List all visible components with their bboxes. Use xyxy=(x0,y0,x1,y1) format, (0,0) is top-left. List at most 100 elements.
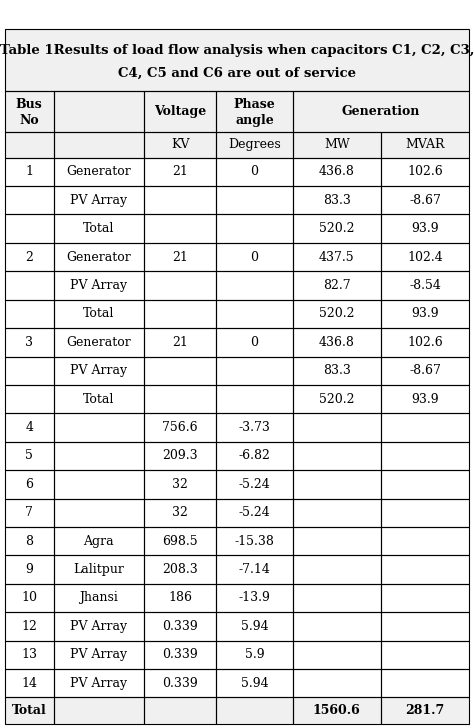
Bar xyxy=(381,215,469,243)
Bar xyxy=(293,357,381,385)
Bar xyxy=(381,669,469,697)
Bar xyxy=(381,527,469,555)
Bar xyxy=(5,499,54,527)
Bar xyxy=(381,328,469,357)
Bar xyxy=(293,499,381,527)
Text: 32: 32 xyxy=(172,478,188,491)
Bar xyxy=(144,527,216,555)
Text: 9: 9 xyxy=(25,563,33,576)
Bar xyxy=(293,328,381,357)
Bar xyxy=(5,555,54,584)
Text: 8: 8 xyxy=(25,534,33,547)
Bar xyxy=(216,215,293,243)
Bar xyxy=(54,612,144,641)
Text: Total: Total xyxy=(83,307,115,320)
Bar xyxy=(144,414,216,442)
Bar xyxy=(144,612,216,641)
Text: Table 1Results of load flow analysis when capacitors C1, C2, C3,: Table 1Results of load flow analysis whe… xyxy=(0,44,474,58)
Bar xyxy=(54,442,144,470)
Bar xyxy=(5,300,54,328)
Text: Generator: Generator xyxy=(66,165,131,178)
Bar xyxy=(381,357,469,385)
Bar xyxy=(216,132,293,158)
Bar xyxy=(54,470,144,499)
Bar xyxy=(5,669,54,697)
Bar xyxy=(144,300,216,328)
Text: -8.54: -8.54 xyxy=(409,279,441,292)
Text: 5: 5 xyxy=(25,449,33,462)
Bar xyxy=(5,272,54,300)
Bar xyxy=(54,186,144,215)
Text: Voltage: Voltage xyxy=(154,105,206,118)
Bar xyxy=(293,272,381,300)
Bar xyxy=(216,470,293,499)
Bar xyxy=(5,697,54,724)
Bar xyxy=(381,641,469,669)
Bar xyxy=(381,385,469,414)
Bar xyxy=(293,300,381,328)
Bar xyxy=(54,132,144,158)
Bar xyxy=(216,555,293,584)
Bar xyxy=(144,215,216,243)
Text: 0.339: 0.339 xyxy=(162,676,198,689)
Text: Degrees: Degrees xyxy=(228,138,281,151)
Bar xyxy=(381,584,469,612)
Text: 7: 7 xyxy=(25,506,33,519)
Text: -7.14: -7.14 xyxy=(238,563,270,576)
Text: -6.82: -6.82 xyxy=(238,449,270,462)
Text: 5.94: 5.94 xyxy=(241,676,268,689)
Text: 436.8: 436.8 xyxy=(319,165,355,178)
Bar xyxy=(216,470,293,499)
Bar xyxy=(144,697,216,724)
Text: 83.3: 83.3 xyxy=(323,194,351,207)
Bar xyxy=(381,132,469,158)
Bar xyxy=(381,612,469,641)
Bar xyxy=(216,357,293,385)
Bar xyxy=(5,328,54,357)
Bar xyxy=(54,186,144,215)
Bar xyxy=(144,132,216,158)
Bar xyxy=(144,357,216,385)
Bar xyxy=(5,527,54,555)
Bar xyxy=(381,555,469,584)
Text: 102.6: 102.6 xyxy=(407,165,443,178)
Bar xyxy=(54,669,144,697)
Bar xyxy=(293,385,381,414)
Text: 21: 21 xyxy=(172,250,188,264)
Bar xyxy=(216,414,293,442)
Bar xyxy=(54,91,144,132)
Bar xyxy=(293,186,381,215)
Bar xyxy=(144,328,216,357)
Bar xyxy=(293,584,381,612)
Bar xyxy=(381,414,469,442)
Bar xyxy=(216,357,293,385)
Bar xyxy=(54,612,144,641)
Bar xyxy=(5,612,54,641)
Bar xyxy=(216,527,293,555)
Text: Phase: Phase xyxy=(234,98,275,111)
Bar xyxy=(144,91,216,132)
Bar xyxy=(54,555,144,584)
Bar xyxy=(54,641,144,669)
Text: 2: 2 xyxy=(25,250,33,264)
Bar xyxy=(54,357,144,385)
Bar xyxy=(144,243,216,272)
Bar xyxy=(54,499,144,527)
Bar xyxy=(144,215,216,243)
Bar xyxy=(293,158,381,186)
Bar xyxy=(5,158,54,186)
Text: 21: 21 xyxy=(172,336,188,349)
Bar xyxy=(216,499,293,527)
Bar xyxy=(144,555,216,584)
Text: PV Array: PV Array xyxy=(70,620,128,633)
Bar xyxy=(293,669,381,697)
Bar xyxy=(144,414,216,442)
Bar xyxy=(5,29,469,91)
Bar xyxy=(293,243,381,272)
Bar xyxy=(293,186,381,215)
Bar xyxy=(293,499,381,527)
Bar xyxy=(54,300,144,328)
Bar xyxy=(381,499,469,527)
Bar xyxy=(381,328,469,357)
Text: 14: 14 xyxy=(21,676,37,689)
